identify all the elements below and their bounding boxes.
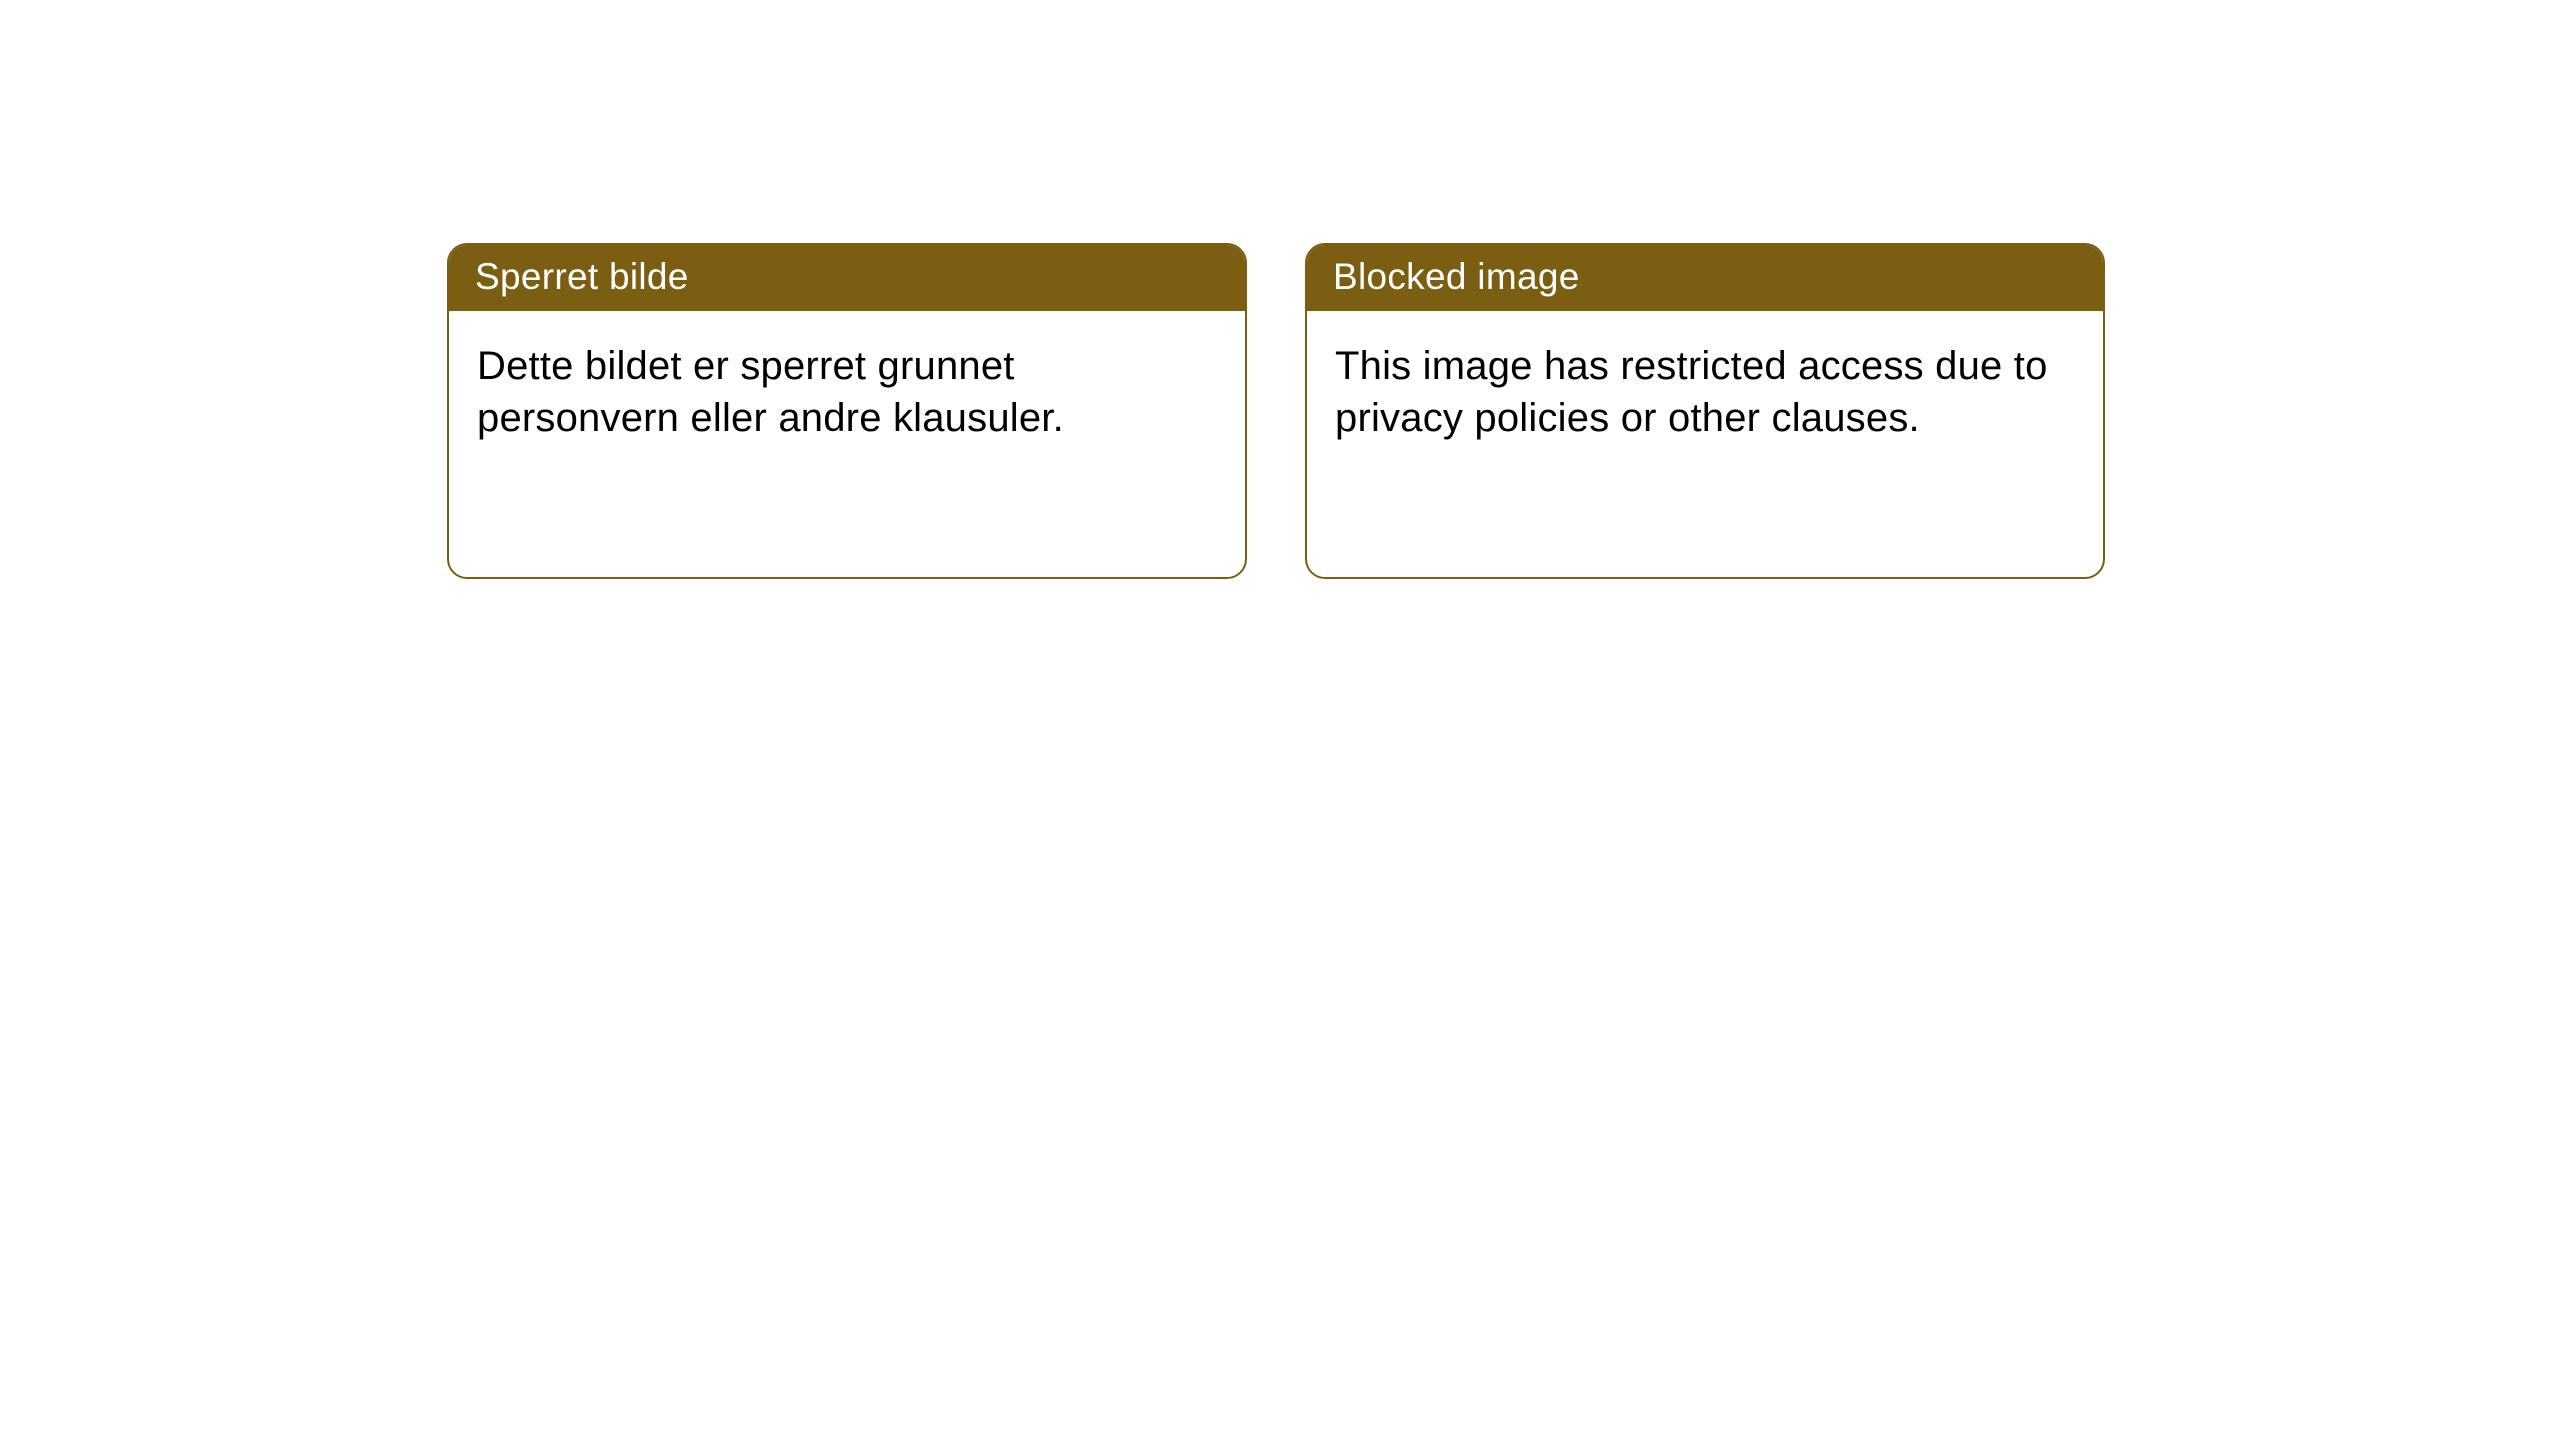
- card-norwegian: Sperret bilde Dette bildet er sperret gr…: [447, 243, 1247, 579]
- card-english: Blocked image This image has restricted …: [1305, 243, 2105, 579]
- card-header-title: Blocked image: [1333, 256, 1580, 297]
- card-body-text: This image has restricted access due to …: [1335, 341, 2075, 444]
- cards-container: Sperret bilde Dette bildet er sperret gr…: [447, 243, 2105, 579]
- card-header: Sperret bilde: [449, 245, 1245, 311]
- card-body-text: Dette bildet er sperret grunnet personve…: [477, 341, 1217, 444]
- card-header-title: Sperret bilde: [475, 256, 689, 297]
- card-header: Blocked image: [1307, 245, 2103, 311]
- card-body: Dette bildet er sperret grunnet personve…: [449, 311, 1245, 474]
- card-body: This image has restricted access due to …: [1307, 311, 2103, 474]
